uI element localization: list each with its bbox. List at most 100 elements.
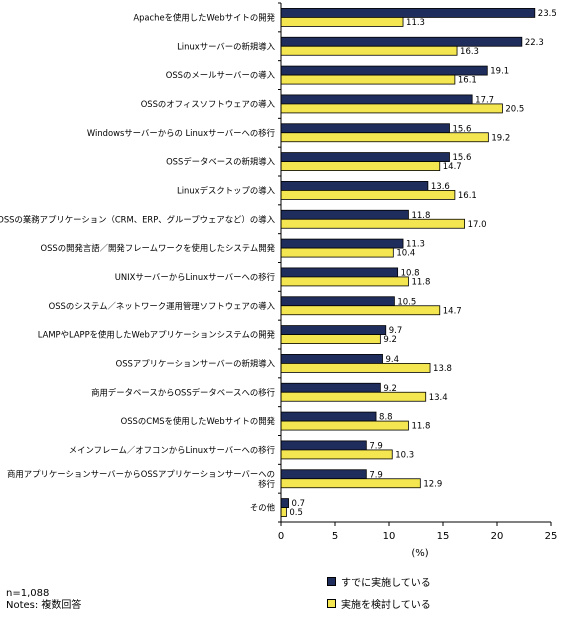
value-label: 20.5 [505,104,524,114]
bar-already-implemented [280,325,387,335]
value-label: 7.9 [369,441,383,451]
value-label: 11.8 [411,277,430,287]
value-label: 13.4 [429,393,448,403]
value-label: 11.3 [406,240,425,250]
x-tick-label: 10 [383,531,396,542]
value-label: 10.4 [396,249,415,259]
value-label: 11.8 [411,211,430,221]
x-tick-label: 25 [545,531,558,542]
value-label: 17.0 [468,220,487,230]
value-label: 10.3 [395,450,414,460]
bar-already-implemented [280,123,450,134]
category-label: OSSのCMSを使用したWebサイトの開発 [121,416,276,426]
bars: 23.5 11.3 22.3 16.3 19.1 16.1 17.7 20.5 15.6 19.2… [280,8,557,518]
bar-considering [280,103,503,114]
value-label: 13.6 [431,182,450,192]
bar-considering [280,218,466,229]
bar-considering [280,247,394,258]
legend-swatch-series-1 [327,577,336,586]
value-label: 10.8 [401,268,420,278]
value-label: 13.8 [433,364,452,374]
x-tick-label: 0 [278,531,284,542]
category-label: LAMPやLAPPを使用したWebアプリケーションシステムの開発 [38,330,276,340]
category-label: OSSデータベースの新規導入 [166,157,276,167]
bar-already-implemented [280,469,367,480]
legend-item-series-1: すでに実施している [327,574,431,589]
value-label: 14.7 [443,306,462,316]
value-label: 16.1 [458,76,477,86]
legend-swatch-series-2 [327,599,336,608]
x-tick-label: 20 [491,531,504,542]
value-label: 11.8 [411,422,430,432]
bar-already-implemented [280,498,289,508]
x-tick-label: 15 [437,531,450,542]
bar-considering [280,17,404,27]
bar-already-implemented [280,354,383,364]
category-label: OSSアプリケーションサーバーの新規導入 [116,358,276,368]
value-label: 15.6 [452,153,471,163]
value-label: 12.9 [423,479,442,489]
value-label: 0.5 [289,508,303,518]
sample-size-note: n=1,088 [6,588,50,599]
x-axis-unit-label: (%) [411,548,428,559]
bar-already-implemented [280,65,488,76]
value-label: 14.7 [443,162,462,172]
category-label: 商用アプリケーションサーバーからOSSアプリケーションサーバーへの [7,469,275,479]
bar-already-implemented [280,238,404,249]
category-label: 商用データベースからOSSデータベースへの移行 [91,387,275,397]
value-label: 16.3 [460,47,479,57]
bar-considering [280,305,441,316]
bar-considering [280,478,421,489]
x-tick-label: 5 [332,531,338,542]
legend-item-series-2: 実施を検討している [327,596,431,611]
category-label: OSSのオフィスソフトウェアの導入 [141,99,276,109]
value-label: 19.1 [490,67,509,77]
value-label: 16.1 [458,191,477,201]
bar-already-implemented [280,152,450,162]
bar-considering [280,161,441,171]
bar-considering [280,334,381,344]
bar-already-implemented [280,181,429,191]
bar-considering [280,391,427,402]
value-label: 9.2 [383,384,397,394]
bar-considering [280,449,393,460]
bar-considering [280,363,431,373]
category-label: Linuxサーバーの新規導入 [177,41,275,51]
category-label: OSSのメールサーバーの導入 [166,70,276,80]
value-label: 7.9 [369,470,383,480]
legend-label-series-1: すでに実施している [341,578,431,589]
value-label: 19.2 [491,133,510,143]
bar-considering [280,190,456,200]
value-label: 17.7 [475,95,494,105]
category-label: Linuxデスクトップの導入 [177,185,276,195]
category-label: その他 [250,503,276,513]
notes-text: Notes: 複数回答 [6,600,82,611]
value-label: 9.7 [389,326,403,336]
category-label: OSSの開発言語／開発フレームワークを使用したシステム開発 [41,243,276,253]
value-label: 8.8 [379,413,393,423]
bar-considering [280,507,287,517]
bar-considering [280,420,409,431]
x-axis: 0 5 10 15 20 25 [278,2,558,542]
value-label: 23.5 [538,9,557,19]
bar-already-implemented [280,411,377,422]
bar-already-implemented [280,382,381,393]
bar-already-implemented [280,267,399,278]
value-label: 10.5 [397,297,416,307]
bar-already-implemented [280,36,523,47]
category-label: メインフレーム／オフコンからLinuxサーバーへの移行 [69,445,275,455]
category-label: Windowsサーバーからの Linuxサーバーへの移行 [87,128,275,138]
value-label: 0.7 [292,499,306,509]
bar-considering [280,74,456,85]
value-label: 11.3 [406,18,425,28]
value-label: 9.2 [383,335,397,345]
bar-considering [280,132,489,143]
bar-already-implemented [280,94,473,105]
category-label: OSSの業務アプリケーション（CRM、ERP、グループウェアなど）の導入 [0,214,276,224]
value-label: 22.3 [525,38,544,48]
category-label: 移行 [258,479,275,489]
value-label: 15.6 [452,124,471,134]
legend-label-series-2: 実施を検討している [341,600,431,611]
category-labels: Apacheを使用したWebサイトの開発 Linuxサーバーの新規導入 OSSのメー… [0,12,276,512]
